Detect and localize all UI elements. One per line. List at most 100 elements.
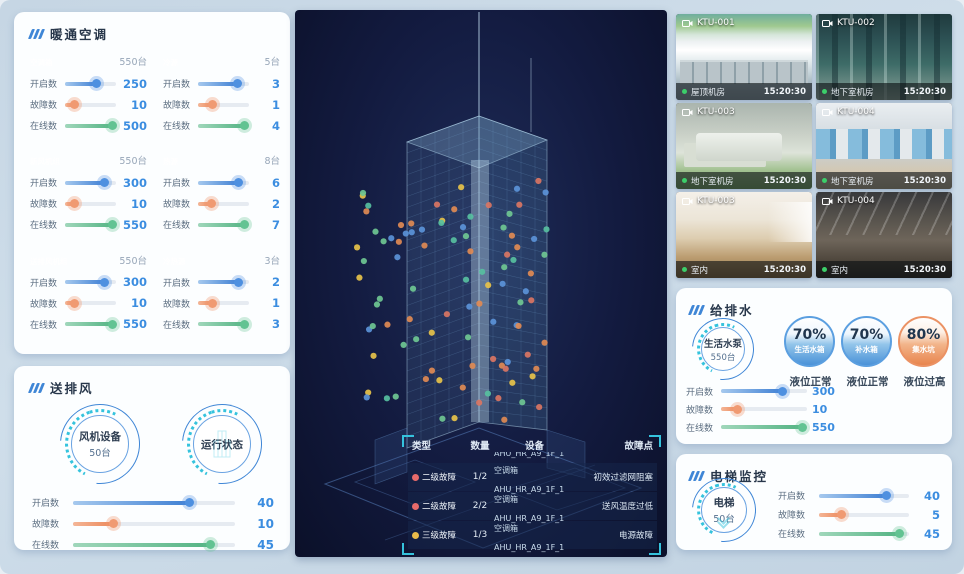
metric-value: 300 [122, 175, 147, 190]
metric-row: 开启数 300 [30, 172, 147, 193]
metric-slider[interactable] [73, 498, 235, 507]
camera-timestamp: 15:20:30 [763, 175, 806, 186]
fault-table-header: 类型 数量 设备 故障点 [408, 437, 657, 452]
camera-id: KTU-003 [697, 196, 735, 206]
metric-row: 故障数 10 [686, 400, 846, 418]
fault-row[interactable]: 三级故障 1/3 空调箱 AHU_HR_A9_1F_1 电源故障 [408, 521, 657, 552]
metric-value: 10 [130, 296, 147, 311]
elevator-metrics: 开启数 40 故障数 5 在线数 45 [778, 486, 940, 543]
group-name: 送排风机组 [30, 256, 68, 266]
metric-value: 2 [271, 275, 280, 290]
title-bars-icon [687, 304, 706, 315]
panel-elevator: 电梯监控 电梯 50台 开启数 40 故障数 5 在线数 45 [676, 454, 952, 556]
device-id: AHU_HR_A9_1F_1 [494, 543, 565, 552]
metric-slider[interactable] [65, 319, 118, 329]
header-fault: 故障点 [624, 440, 653, 452]
metric-slider[interactable] [198, 79, 249, 88]
metric-value: 45 [923, 526, 940, 541]
metric-slider[interactable] [65, 277, 116, 287]
metric-slider[interactable] [819, 510, 909, 519]
camera-id: KTU-001 [697, 18, 735, 28]
camera-feed-2[interactable]: KTU-002 地下室机房 15:20:30 [816, 14, 952, 100]
panel-water-title: 给排水 [676, 288, 952, 319]
metric-slider[interactable] [721, 404, 807, 414]
live-dot [682, 178, 687, 183]
fault-count: 1/2 [472, 472, 488, 482]
metric-slider[interactable] [819, 491, 909, 500]
fault-row[interactable]: 二级故障 2/2 空调箱 AHU_HR_A9_1F_1 送风温度过低 [408, 492, 657, 523]
metric-slider[interactable] [73, 519, 235, 528]
group-total: 550台 [119, 57, 147, 68]
hvac-group-ac-box: 空调箱 550台 开启数 250 故障数 10 在线数 500 [30, 54, 147, 145]
metric-label: 开启数 [163, 80, 191, 90]
metric-slider[interactable] [819, 529, 909, 538]
fault-row[interactable]: 二级故障 1/2 空调箱 AHU_HR_A9_1F_1 初效过滤网阻塞 [408, 463, 657, 494]
header-type: 类型 [412, 440, 432, 452]
metric-value: 40 [257, 495, 274, 510]
water-pump-ring: 生活水泵 550台 [679, 305, 767, 393]
metric-slider[interactable] [721, 422, 807, 432]
metric-slider[interactable] [721, 386, 807, 396]
metric-row: 开启数 300 [686, 382, 846, 400]
live-dot [682, 89, 687, 94]
camera-status-bar: 地下室机房 15:20:30 [816, 172, 952, 189]
metric-slider[interactable] [198, 121, 249, 130]
metric-slider[interactable] [65, 178, 116, 188]
metric-slider[interactable] [73, 540, 235, 549]
metric-row: 在线数 500 [30, 115, 147, 136]
camera-feed-4[interactable]: KTU-004 地下室机房 15:20:30 [816, 103, 952, 189]
device-type: 空调箱 [494, 495, 518, 504]
fan-metrics: 开启数 40 故障数 10 在线数 45 [32, 492, 274, 555]
metric-slider[interactable] [65, 100, 116, 109]
metric-value: 10 [130, 97, 147, 112]
panel-fan-title: 送排风 [14, 366, 290, 397]
metric-slider[interactable] [65, 220, 118, 230]
camera-location: 屋顶机房 [691, 87, 726, 98]
ring-label: 电梯 [713, 497, 735, 509]
run-status-ring: 运行状态 [165, 387, 279, 501]
device-type: 空调箱 [494, 466, 518, 475]
camera-feed-1[interactable]: KTU-001 屋顶机房 15:20:30 [676, 14, 812, 100]
camera-icon [682, 108, 693, 116]
group-name: 空调箱 [30, 58, 53, 67]
metric-label: 在线数 [163, 122, 191, 132]
camera-feed-6[interactable]: KTU-004 室内 15:20:30 [816, 192, 952, 278]
fault-level: 三级故障 [422, 531, 457, 541]
metric-slider[interactable] [198, 298, 249, 308]
metric-slider[interactable] [198, 220, 250, 230]
metric-row: 在线数 550 [30, 214, 147, 235]
metric-slider[interactable] [198, 277, 249, 287]
metric-slider[interactable] [198, 178, 249, 188]
metric-label: 故障数 [32, 520, 60, 530]
group-total: 8台 [264, 156, 280, 168]
camera-feed-3[interactable]: KTU-003 地下室机房 15:20:30 [676, 103, 812, 189]
gauge-percent: 80% [906, 327, 941, 344]
camera-status-bar: 地下室机房 15:20:30 [816, 83, 952, 100]
metric-label: 开启数 [778, 492, 806, 502]
metric-row: 在线数 3 [163, 314, 280, 335]
metric-slider[interactable] [65, 199, 116, 209]
group-name: 新风机组 [30, 157, 60, 167]
metric-row: 故障数 2 [163, 193, 280, 214]
group-name: 冷源 [163, 58, 178, 67]
camera-id: KTU-004 [837, 107, 875, 117]
metric-slider[interactable] [198, 319, 250, 329]
metric-slider[interactable] [65, 79, 116, 88]
fault-level: 二级故障 [422, 502, 457, 512]
metric-slider[interactable] [65, 121, 118, 130]
fault-point: 初效过滤网阻塞 [593, 473, 653, 483]
metric-slider[interactable] [198, 199, 249, 209]
ring-sub: 550台 [710, 352, 736, 363]
metric-row: 开启数 250 [30, 73, 147, 94]
group-total: 5台 [264, 57, 280, 68]
metric-label: 故障数 [163, 101, 191, 111]
panel-building-3d[interactable]: 类型 数量 设备 故障点 AHU_HR_A9_1F_1 二级故障 1/2 空调箱… [295, 10, 667, 557]
camera-feed-5[interactable]: KTU-003 室内 15:20:30 [676, 192, 812, 278]
metric-slider[interactable] [198, 100, 249, 109]
tank-gauges: 70% 生活水箱 液位正常 70% 补水箱 液位正常 80% 集水坑 液位过高 [784, 316, 951, 389]
metric-label: 开启数 [163, 179, 191, 190]
metric-label: 在线数 [686, 423, 714, 434]
metric-value: 300 [812, 384, 835, 398]
metric-slider[interactable] [65, 298, 116, 308]
metric-label: 开启数 [30, 278, 58, 289]
